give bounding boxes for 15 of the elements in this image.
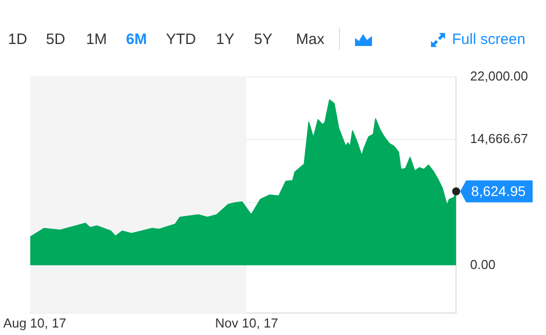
text: 1Y: [216, 31, 234, 48]
annotation: 8,624.95: [471, 183, 526, 200]
y-tick-label: 0.00: [470, 256, 496, 272]
text: 5D: [46, 31, 66, 48]
text: 5Y: [254, 31, 272, 48]
y-tick-label: 22,000.00: [470, 68, 528, 84]
text: 6M: [126, 31, 147, 48]
x-tick-label: Nov 10, 17: [215, 316, 278, 331]
text: 1D: [8, 31, 28, 48]
text: YTD: [166, 31, 196, 48]
text: 1M: [86, 31, 107, 48]
text: Full screen: [452, 31, 526, 48]
text: Max: [296, 31, 324, 48]
y-tick-label: 14,666.67: [470, 131, 528, 146]
x-tick-label: Aug 10, 17: [3, 316, 66, 331]
